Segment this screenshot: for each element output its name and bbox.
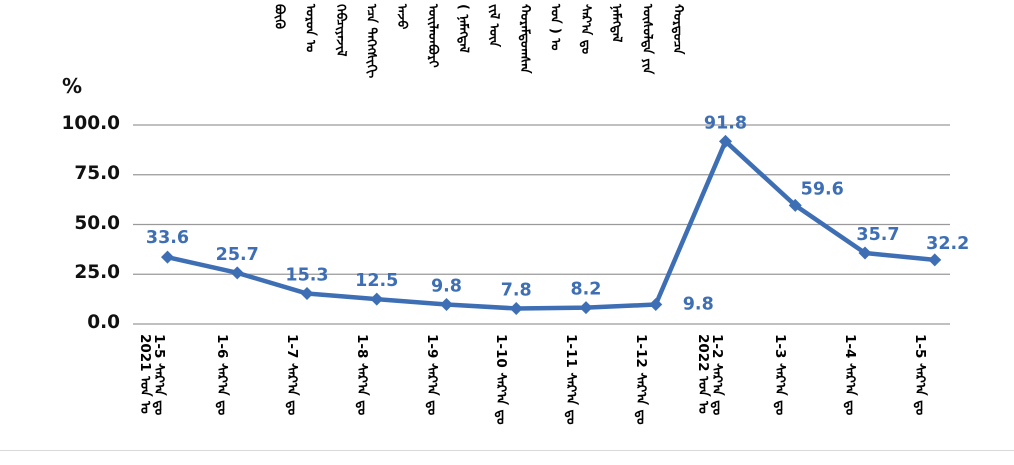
y-axis-unit-label: %	[62, 74, 83, 98]
x-axis-label: 1-3 ᠰᠠᠷ᠎ᠠ ᠳᠤ	[772, 334, 789, 416]
title-word: ᠰᠠᠷ᠎ᠠ ᠳᠤ	[578, 4, 594, 55]
data-point-marker	[440, 297, 453, 311]
title-word: ᠬᠤᠷᠠᠮᠳᠤᠭᠰᠠᠨ	[516, 4, 532, 74]
x-axis-label: 1-5 ᠰᠠᠷ᠎ᠠ ᠳᠤ 2021 ᠣᠨ ᠤ	[136, 334, 167, 415]
data-point-label: 9.8	[683, 294, 714, 314]
chart-line-series	[165, 139, 937, 311]
x-axis-label-month: 1-5 ᠰᠠᠷ᠎ᠠ ᠳᠤ	[911, 334, 928, 416]
x-axis-label: 1-6 ᠰᠠᠷ᠎ᠠ ᠳᠤ	[214, 334, 231, 416]
x-axis-label-month: 1-9 ᠰᠠᠷ᠎ᠠ ᠳᠤ	[423, 334, 440, 416]
x-axis-label: 1-10 ᠰᠠᠷ᠎ᠠ ᠳᠤ	[493, 334, 510, 425]
title-word: ᠣᠨ ) ᠤ	[547, 4, 563, 51]
title-word: ᠬᠤᠷᠳᠤᠴᠠ	[669, 4, 685, 55]
title-word: ᠨᠡᠮᠡᠭᠳᠡᠯ	[608, 4, 624, 43]
title-word: ᠦᠢᠯᠡᠳᠪᠦᠷᠢ	[424, 4, 440, 68]
x-axis-label-year: 2022 ᠣᠨ ᠤ	[694, 334, 711, 414]
x-axis-label: 1-12 ᠰᠠᠷ᠎ᠠ ᠳᠤ	[632, 334, 649, 425]
title-word: ᠣᠷᠣᠨ ᠤ	[302, 4, 318, 53]
data-point-marker	[649, 297, 663, 311]
data-point-label: 33.6	[146, 228, 189, 248]
data-point-label: 9.8	[431, 276, 462, 296]
x-axis-label: 1-8 ᠰᠠᠷ᠎ᠠ ᠳᠤ	[353, 334, 370, 416]
data-point-label: 8.2	[570, 280, 601, 300]
x-axis-label-month: 1-8 ᠰᠠᠷ᠎ᠠ ᠳᠤ	[353, 334, 370, 416]
data-point-marker	[928, 253, 942, 267]
x-axis-label: 1-4 ᠰᠠᠷ᠎ᠠ ᠳᠤ	[842, 334, 858, 416]
data-point-label: 91.8	[704, 113, 747, 133]
data-point-marker	[788, 198, 802, 212]
x-axis-label-month: 1-3 ᠰᠠᠷ᠎ᠠ ᠳᠤ	[772, 334, 789, 416]
title-word: ( ᠨᠡᠮᠡᠭᠳᠡᠯ	[455, 4, 471, 53]
x-axis-label-month: 1-4 ᠰᠠᠷ᠎ᠠ ᠳᠤ	[842, 334, 858, 416]
data-point-marker	[230, 266, 244, 280]
y-tick-label: 25.0	[74, 262, 120, 284]
x-axis-label-month: 1-6 ᠰᠠᠷ᠎ᠠ ᠳᠤ	[214, 334, 231, 416]
bottom-divider-line	[0, 450, 1014, 451]
x-axis-label-year: 2021 ᠣᠨ ᠤ	[136, 334, 153, 414]
data-point-label: 32.2	[926, 234, 969, 254]
data-point-marker	[161, 250, 174, 264]
title-word: ᠡᠴᠡ ᠳᠡᠭᠡᠭᠰᠢᠬᠢ	[363, 4, 379, 79]
data-point-label: 7.8	[501, 280, 532, 300]
data-point-marker	[719, 134, 732, 148]
title-word: ᠬᠡᠪᠴᠢᠶᠡᠵᠢᠯ	[332, 4, 348, 57]
x-axis-label: 1-11 ᠰᠠᠷ᠎ᠠ ᠳᠤ	[563, 334, 579, 425]
chart-title-mongolian: ᠪᠦᠬᠦ ᠣᠷᠣᠨ ᠤ ᠬᠡᠪᠴᠢᠶᠡᠵᠢᠯ ᠡᠴᠡ ᠳᠡᠭᠡᠭᠰᠢᠬᠢ ᠠᠵᠤ ᠦᠢᠯᠡ…	[272, 4, 701, 78]
y-tick-label: 100.0	[61, 113, 120, 134]
data-point-marker	[579, 301, 593, 315]
x-axis-label-month: 1-11 ᠰᠠᠷ᠎ᠠ ᠳᠤ	[563, 334, 579, 425]
y-tick-label: 0.0	[87, 312, 120, 333]
data-point-label: 35.7	[856, 225, 899, 245]
title-word: ᠪᠦᠬᠦ	[271, 4, 287, 30]
data-point-marker	[509, 301, 523, 315]
x-axis-label-month: 1-12 ᠰᠠᠷ᠎ᠠ ᠳᠤ	[632, 334, 649, 425]
data-point-label: 15.3	[285, 266, 328, 286]
data-point-label: 25.7	[216, 245, 259, 265]
data-point-label: 59.6	[801, 179, 844, 199]
x-axis-label-month: 1-7 ᠰᠠᠷ᠎ᠠ ᠳᠤ	[284, 334, 300, 416]
x-axis-label: 1-5 ᠰᠠᠷ᠎ᠠ ᠳᠤ	[911, 334, 928, 416]
x-axis-label: 1-7 ᠰᠠᠷ᠎ᠠ ᠳᠤ	[284, 334, 300, 416]
x-axis-label-month: 1-10 ᠰᠠᠷ᠎ᠠ ᠳᠤ	[493, 334, 510, 425]
data-point-marker	[300, 287, 314, 301]
title-word: ᠵᠢᠯ ᠦᠨ	[486, 4, 502, 47]
title-word: ᠠᠵᠤ	[394, 4, 410, 30]
data-point-marker	[370, 292, 384, 306]
y-tick-label: 50.0	[74, 212, 120, 234]
x-axis-label: 1-9 ᠰᠠᠷ᠎ᠠ ᠳᠤ	[423, 334, 440, 416]
data-point-marker	[858, 246, 872, 260]
y-tick-label: 75.0	[74, 162, 120, 184]
title-word: ᠥᠰᠦᠯᠲᠡ ᠶᠢᠨ	[639, 4, 655, 75]
data-point-label: 12.5	[355, 271, 398, 291]
x-axis-label: 1-2 ᠰᠠᠷ᠎ᠠ ᠳᠤ 2022 ᠣᠨ ᠤ	[694, 334, 725, 415]
